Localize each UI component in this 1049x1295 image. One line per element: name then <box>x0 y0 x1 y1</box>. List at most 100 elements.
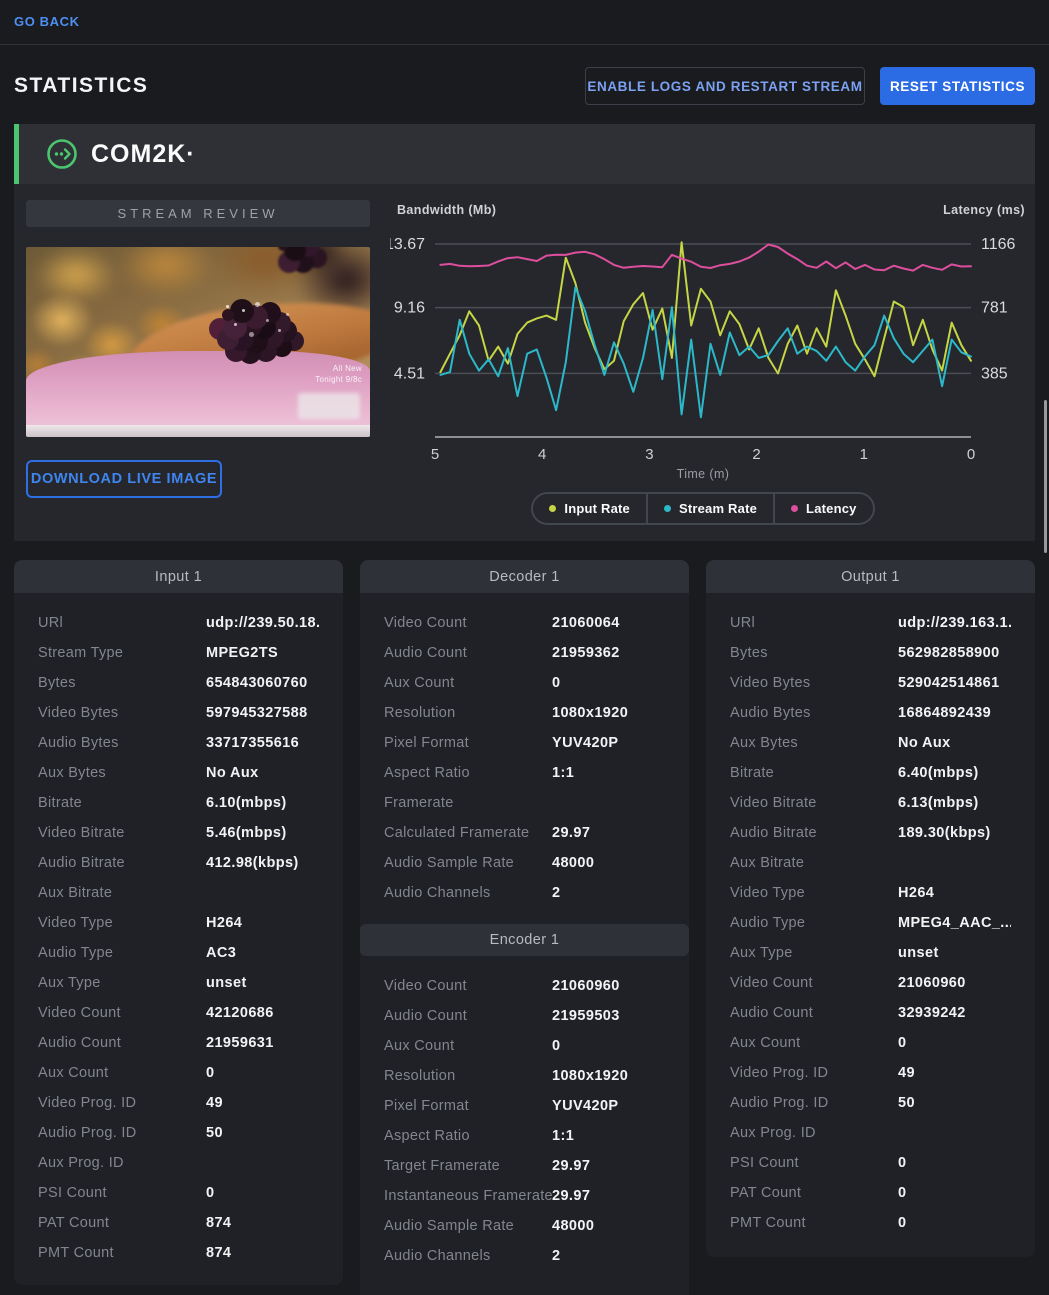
stat-row: Audio Bytes 33717355616 <box>38 728 319 758</box>
latency-tick-label: 385 <box>981 365 1008 382</box>
stat-label: Audio Count <box>384 1008 468 1024</box>
enable-logs-restart-button[interactable]: ENABLE LOGS AND RESTART STREAM <box>585 67 865 105</box>
encoder-section-header: Encoder 1 <box>360 924 689 956</box>
stat-row: PAT Count 874 <box>38 1208 319 1238</box>
stat-label: Framerate <box>384 795 454 811</box>
stat-value: 654843060760 <box>206 675 308 691</box>
stat-row: Aux Count 0 <box>730 1028 1011 1058</box>
stat-value: 0 <box>552 675 561 691</box>
image-channel-watermark <box>298 393 360 419</box>
stat-label: Audio Bytes <box>38 735 119 751</box>
stat-label: Aux Prog. ID <box>38 1155 124 1171</box>
image-blackberries <box>222 309 234 321</box>
stat-value: 0 <box>898 1215 907 1231</box>
stat-value: YUV420P <box>552 735 619 751</box>
stat-label: Audio Count <box>38 1035 122 1051</box>
stat-row: Aspect Ratio 1:1 <box>384 758 665 788</box>
image-blackberries-top <box>278 247 288 251</box>
legend-item-input-rate[interactable]: Input Rate <box>533 494 646 523</box>
chart-legend: Input Rate Stream Rate Latency <box>435 492 971 525</box>
stat-value: 874 <box>206 1215 232 1231</box>
legend-item-stream-rate[interactable]: Stream Rate <box>645 494 773 523</box>
legend-label: Stream Rate <box>678 501 758 516</box>
output-panel-header: Output 1 <box>706 560 1035 593</box>
stat-value: 6.10(mbps) <box>206 795 287 811</box>
stat-label: Aspect Ratio <box>384 1128 470 1144</box>
stat-value: H264 <box>206 915 243 931</box>
stat-value: MPEG2TS <box>206 645 279 661</box>
output-panel: Output 1 URl udp://239.163.1... Bytes 56298… <box>706 560 1035 1257</box>
stat-label: Target Framerate <box>384 1158 501 1174</box>
stat-row: PMT Count 874 <box>38 1238 319 1268</box>
stat-label: Aux Bytes <box>38 765 106 781</box>
stat-row: Aux Type unset <box>38 968 319 998</box>
stat-value: unset <box>898 945 939 961</box>
stat-row: Aux Type unset <box>730 938 1011 968</box>
image-berry-highlights <box>226 305 229 308</box>
stat-value: udp://239.50.18.... <box>206 615 319 631</box>
stat-label: PAT Count <box>730 1185 802 1201</box>
stat-label: Video Count <box>384 978 467 994</box>
stat-value: 0 <box>898 1035 907 1051</box>
x-axis-label: Time (m) <box>676 467 730 481</box>
stat-label: Aux Count <box>730 1035 801 1051</box>
legend-label: Latency <box>806 501 857 516</box>
bandwidth-tick-label: 4.51 <box>394 365 425 382</box>
stat-row: Aspect Ratio 1:1 <box>384 1121 665 1151</box>
stat-label: Audio Bitrate <box>38 855 125 871</box>
stat-value: 21959503 <box>552 1008 620 1024</box>
x-tick-label: 5 <box>431 446 439 463</box>
stat-row: Video Bitrate 5.46(mbps) <box>38 818 319 848</box>
stat-label: Aux Count <box>384 675 455 691</box>
output-panel-body: URl udp://239.163.1... Bytes 562982858900 Vi… <box>706 593 1035 1248</box>
stat-row: URl udp://239.163.1... <box>730 608 1011 638</box>
stat-value: 16864892439 <box>898 705 992 721</box>
stat-value: 21060064 <box>552 615 620 631</box>
stat-value: 0 <box>898 1185 907 1201</box>
stat-row: Aux Count 0 <box>384 1031 665 1061</box>
legend-label: Input Rate <box>564 501 630 516</box>
stat-row: Video Type H264 <box>730 878 1011 908</box>
stat-label: Aux Count <box>384 1038 455 1054</box>
page-scrollbar-thumb[interactable] <box>1044 400 1047 553</box>
legend-item-latency[interactable]: Latency <box>773 494 873 523</box>
stat-row: Video Type H264 <box>38 908 319 938</box>
stat-value: H264 <box>898 885 935 901</box>
x-tick-label: 1 <box>860 446 868 463</box>
stat-value: 1080x1920 <box>552 1068 629 1084</box>
stat-label: Aux Bitrate <box>730 855 805 871</box>
stat-value: 50 <box>206 1125 223 1141</box>
stat-label: Resolution <box>384 705 456 721</box>
stat-row: Aux Bitrate <box>730 848 1011 878</box>
series-line-input-rate <box>439 241 972 378</box>
go-back-link[interactable]: GO BACK <box>14 14 80 29</box>
x-tick-label: 0 <box>967 446 975 463</box>
stat-label: Pixel Format <box>384 1098 469 1114</box>
stream-review-header: STREAM REVIEW <box>26 200 370 227</box>
stat-value: udp://239.163.1... <box>898 615 1011 631</box>
stat-value: 529042514861 <box>898 675 1000 691</box>
stat-label: Aux Type <box>38 975 101 991</box>
stat-value: 562982858900 <box>898 645 1000 661</box>
stat-label: Audio Bytes <box>730 705 811 721</box>
chart-plot-area: 13.67 1166 9.16 781 4.51 385 5 4 3 2 1 0 <box>390 236 1016 463</box>
reset-statistics-button[interactable]: RESET STATISTICS <box>880 67 1035 105</box>
stat-label: Audio Channels <box>384 885 491 901</box>
stat-value: 5.46(mbps) <box>206 825 287 841</box>
stat-label: Video Bytes <box>38 705 119 721</box>
stat-value: 50 <box>898 1095 915 1111</box>
stat-row: PSI Count 0 <box>38 1178 319 1208</box>
stat-value: 874 <box>206 1245 232 1261</box>
stat-row: Pixel Format YUV420P <box>384 728 665 758</box>
stat-label: Video Count <box>38 1005 121 1021</box>
stat-row: Pixel Format YUV420P <box>384 1091 665 1121</box>
stat-value: YUV420P <box>552 1098 619 1114</box>
stat-row: Video Bitrate 6.13(mbps) <box>730 788 1011 818</box>
stat-value: 32939242 <box>898 1005 966 1021</box>
stream-hero-panel: COM2K· STREAM REVIEW All New Tonight 9/8… <box>14 124 1035 541</box>
stat-label: Audio Count <box>384 645 468 661</box>
download-live-image-button[interactable]: DOWNLOAD LIVE IMAGE <box>26 460 222 498</box>
hero-logo-row: COM2K· <box>14 124 1035 184</box>
latency-axis-title: Latency (ms) <box>943 203 1025 217</box>
stat-value: 48000 <box>552 855 595 871</box>
